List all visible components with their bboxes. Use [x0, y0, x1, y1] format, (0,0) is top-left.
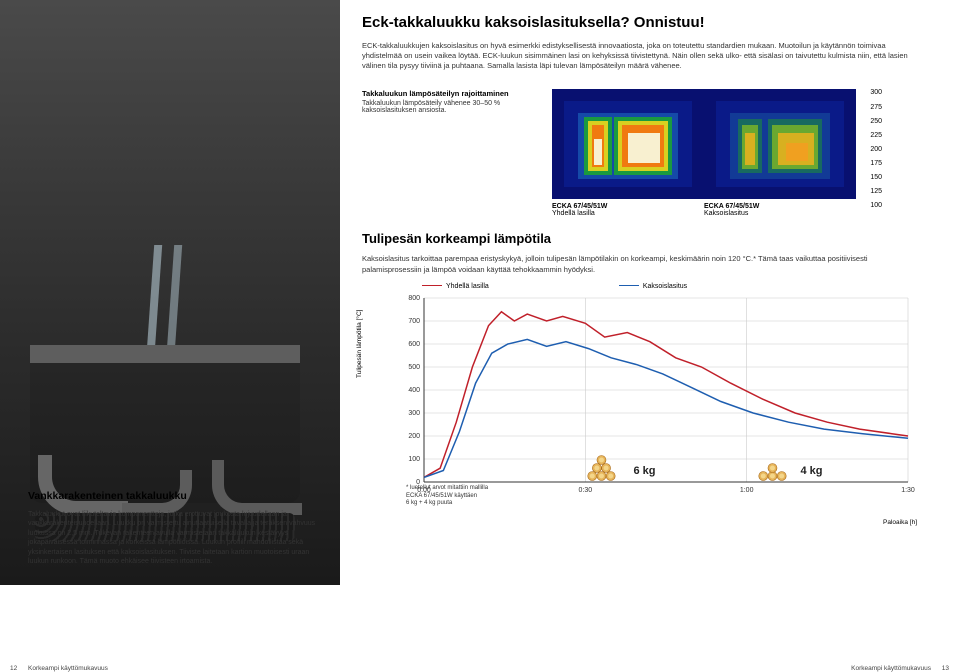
chart-legend: Yhdellä lasilla Kaksoislasitus	[422, 283, 932, 290]
svg-text:700: 700	[408, 318, 420, 325]
legend-swatch-2	[619, 285, 639, 286]
bottom-left-title: Vankkarakenteinen takkaluukku	[28, 490, 328, 502]
svg-text:600: 600	[408, 341, 420, 348]
svg-text:500: 500	[408, 364, 420, 371]
chart-ylabel: Tulipesän lämpötila [°C]	[356, 309, 363, 377]
heat-label-bold: Takkaluukun lämpösäteilyn rajoittaminen	[362, 89, 542, 98]
heat-text-block: Takkaluukun lämpösäteilyn rajoittaminen …	[362, 89, 552, 114]
svg-text:400: 400	[408, 387, 420, 394]
thermal-caption-1: ECKA 67/45/51WYhdellä lasilla	[552, 203, 704, 217]
thermal-image-single	[552, 89, 704, 199]
svg-text:0:30: 0:30	[579, 487, 593, 494]
page-title: Eck-takkaluukku kaksoislasituksella? Onn…	[362, 14, 932, 31]
svg-text:100: 100	[408, 456, 420, 463]
heat-scale: 300275250 225200175 150125100	[856, 89, 882, 209]
thermal-image-double	[704, 89, 856, 199]
bottom-left-section: Vankkarakenteinen takkaluukku Takkaluuku…	[28, 490, 328, 567]
bottom-left-body: Takkaluukut ovat liikuteltavia komponent…	[28, 510, 328, 567]
svg-text:300: 300	[408, 410, 420, 417]
svg-text:200: 200	[408, 433, 420, 440]
legend-swatch-1	[422, 285, 442, 286]
temperature-line-chart: 01002003004005006007008000:000:301:001:3…	[396, 292, 916, 502]
chart-xlabel: Paloaika [h]	[883, 519, 917, 526]
heat-label-sub: Takkaluukun lämpösäteily vähenee 30–50 %…	[362, 100, 542, 114]
svg-text:6 kg: 6 kg	[633, 465, 655, 477]
intro-paragraph: ECK-takkaluukkujen kaksoislasitus on hyv…	[362, 41, 924, 71]
section2-title: Tulipesän korkeampi lämpötila	[362, 231, 932, 246]
svg-text:1:00: 1:00	[740, 487, 754, 494]
thermal-caption-2: ECKA 67/45/51WKaksoislasitus	[704, 203, 856, 217]
chart-footnote: * luetellut arvot mitattiin mallilla ECK…	[406, 485, 488, 508]
svg-text:4 kg: 4 kg	[800, 465, 822, 477]
svg-text:1:30: 1:30	[901, 487, 915, 494]
svg-text:800: 800	[408, 295, 420, 302]
section2-body: Kaksoislasitus tarkoittaa parempaa erist…	[362, 254, 917, 274]
